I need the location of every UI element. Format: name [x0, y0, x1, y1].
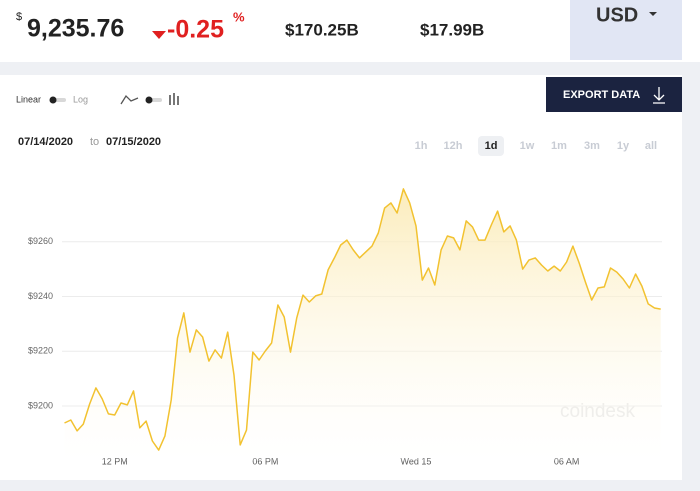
range-active-bg [478, 136, 504, 156]
price-line [64, 188, 661, 451]
change-unit: % [233, 9, 245, 24]
line-icon[interactable] [120, 94, 139, 105]
market-cap: $170.25B [285, 20, 359, 39]
currency[interactable]: USD [596, 4, 638, 26]
volume: $17.99B [420, 20, 484, 39]
price: 9,235.76 [27, 15, 124, 43]
y-tick-label: $9260 [28, 236, 53, 246]
download-icon [653, 87, 665, 104]
price-symbol: $ [16, 11, 22, 23]
down-arrow [152, 31, 166, 39]
y-tick-label: $9220 [28, 346, 53, 356]
range-button[interactable]: 1m [551, 140, 567, 152]
range-button[interactable]: 3m [584, 140, 600, 152]
range-button[interactable]: 1h [415, 140, 428, 152]
range-button[interactable]: 12h [444, 140, 463, 152]
x-tick-label: 06 AM [554, 456, 580, 466]
date-from[interactable]: 07/14/2020 [18, 136, 73, 148]
x-tick-label: 06 PM [252, 456, 278, 466]
range-button[interactable]: 1d [485, 140, 498, 152]
log-label[interactable]: Log [73, 94, 88, 104]
linear-label[interactable]: Linear [16, 94, 41, 104]
y-tick-label: $9200 [28, 400, 53, 410]
x-tick-label: 12 PM [102, 456, 128, 466]
currency-select[interactable] [570, 0, 682, 60]
range-button[interactable]: all [645, 140, 657, 152]
x-tick-label: Wed 15 [401, 456, 432, 466]
date-to-word: to [90, 136, 99, 148]
caret [649, 12, 657, 16]
change: -0.25 [167, 16, 224, 44]
area [64, 188, 661, 461]
toggle-knob [49, 96, 57, 104]
bar-icon[interactable] [169, 93, 179, 105]
range-button[interactable]: 1y [617, 140, 630, 152]
toggle-knob [145, 96, 153, 104]
date-to[interactable]: 07/15/2020 [106, 136, 161, 148]
y-tick-label: $9240 [28, 291, 53, 301]
range-button[interactable]: 1w [520, 140, 535, 152]
export-label[interactable]: EXPORT DATA [563, 89, 640, 101]
